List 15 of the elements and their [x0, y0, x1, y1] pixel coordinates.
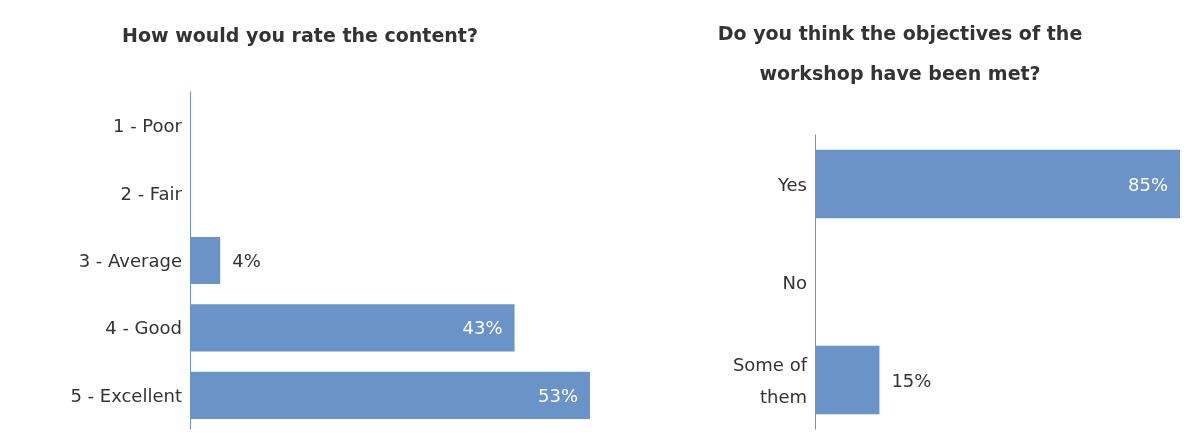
data-label: 85% [1127, 173, 1168, 195]
y-tick-label: No [782, 271, 807, 293]
y-tick-label: Some of them [732, 353, 808, 407]
y-tick-label: 5 - Excellent [70, 384, 182, 406]
data-label: 4% [232, 250, 261, 271]
y-tick-label: Yes [776, 173, 807, 195]
y-tick-label: 4 - Good [105, 317, 182, 339]
y-tick-label: 1 - Poor [112, 115, 183, 137]
data-label: 43% [462, 317, 503, 339]
chart-title: Do you think the objectives of the workshop have been met? [717, 22, 1083, 84]
data-label: 15% [891, 369, 932, 391]
y-tick-label: 3 - Average [78, 250, 182, 271]
chart-title: How would you rate the content? [122, 24, 478, 46]
data-label: 53% [537, 384, 578, 406]
y-tick-label: 2 - Fair [120, 182, 183, 204]
